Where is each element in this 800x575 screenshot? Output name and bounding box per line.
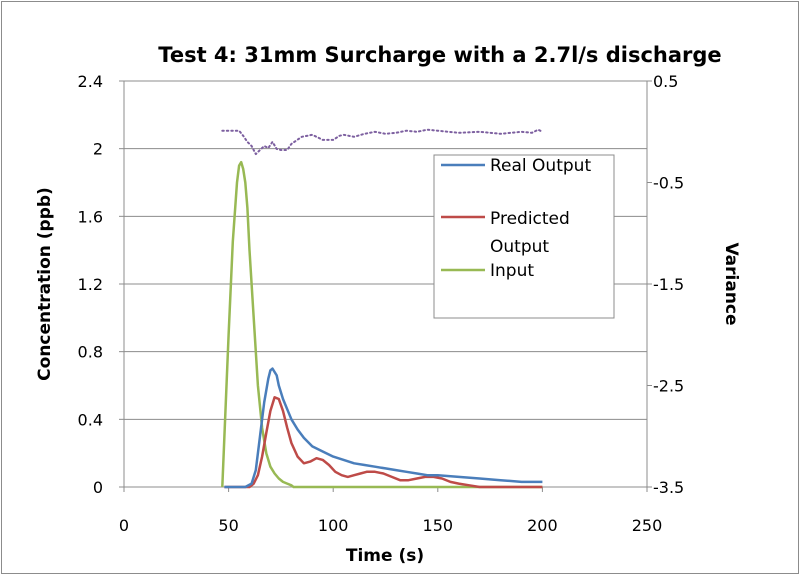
x-axis-title: Time (s) — [346, 546, 424, 566]
legend-label-predicted-output: Predicted Output — [490, 209, 570, 257]
chart-title: Test 4: 31mm Surcharge with a 2.7l/s dis… — [158, 43, 721, 67]
y-axis-ticks: 0 0.4 0.8 1.2 1.6 2 2.4 — [78, 72, 124, 497]
x-tick-label: 50 — [218, 516, 238, 535]
legend-label-input: Input — [490, 261, 534, 281]
x-tick-label: 200 — [527, 516, 558, 535]
x-tick-label: 150 — [423, 516, 454, 535]
y2-tick-label: -2.5 — [653, 377, 684, 396]
y2-axis-ticks: -3.5 -2.5 -1.5 -0.5 0.5 — [647, 72, 684, 497]
y2-tick-label: -3.5 — [653, 478, 684, 497]
y-tick-label: 1.2 — [78, 275, 103, 294]
x-tick-label: 250 — [632, 516, 663, 535]
y-axis-title: Concentration (ppb) — [35, 187, 55, 381]
y-tick-label: 0.8 — [78, 343, 103, 362]
y-tick-label: 2.4 — [78, 72, 103, 91]
x-tick-label: 0 — [119, 516, 129, 535]
series-line-variance — [221, 128, 544, 156]
series-line-input — [221, 160, 543, 489]
y2-tick-label: 0.5 — [653, 72, 678, 91]
y2-tick-label: -0.5 — [653, 174, 684, 193]
series-line-real-output — [224, 367, 543, 489]
legend-box — [433, 154, 615, 319]
series-line-predicted-output — [224, 396, 543, 489]
y-tick-label: 0 — [93, 478, 103, 497]
x-axis-ticks: 0 50 100 150 200 250 — [119, 487, 662, 535]
y-tick-label: 0.4 — [78, 410, 103, 429]
series-lines — [221, 128, 544, 489]
x-tick-label: 100 — [318, 516, 349, 535]
y-tick-label: 1.6 — [78, 207, 103, 226]
legend-label-real-output: Real Output — [490, 156, 591, 176]
legend: Real Output Predicted Output Input — [433, 154, 615, 319]
y2-tick-label: -1.5 — [653, 275, 684, 294]
y2-axis-title: Variance — [721, 242, 741, 325]
y-tick-label: 2 — [93, 140, 103, 159]
